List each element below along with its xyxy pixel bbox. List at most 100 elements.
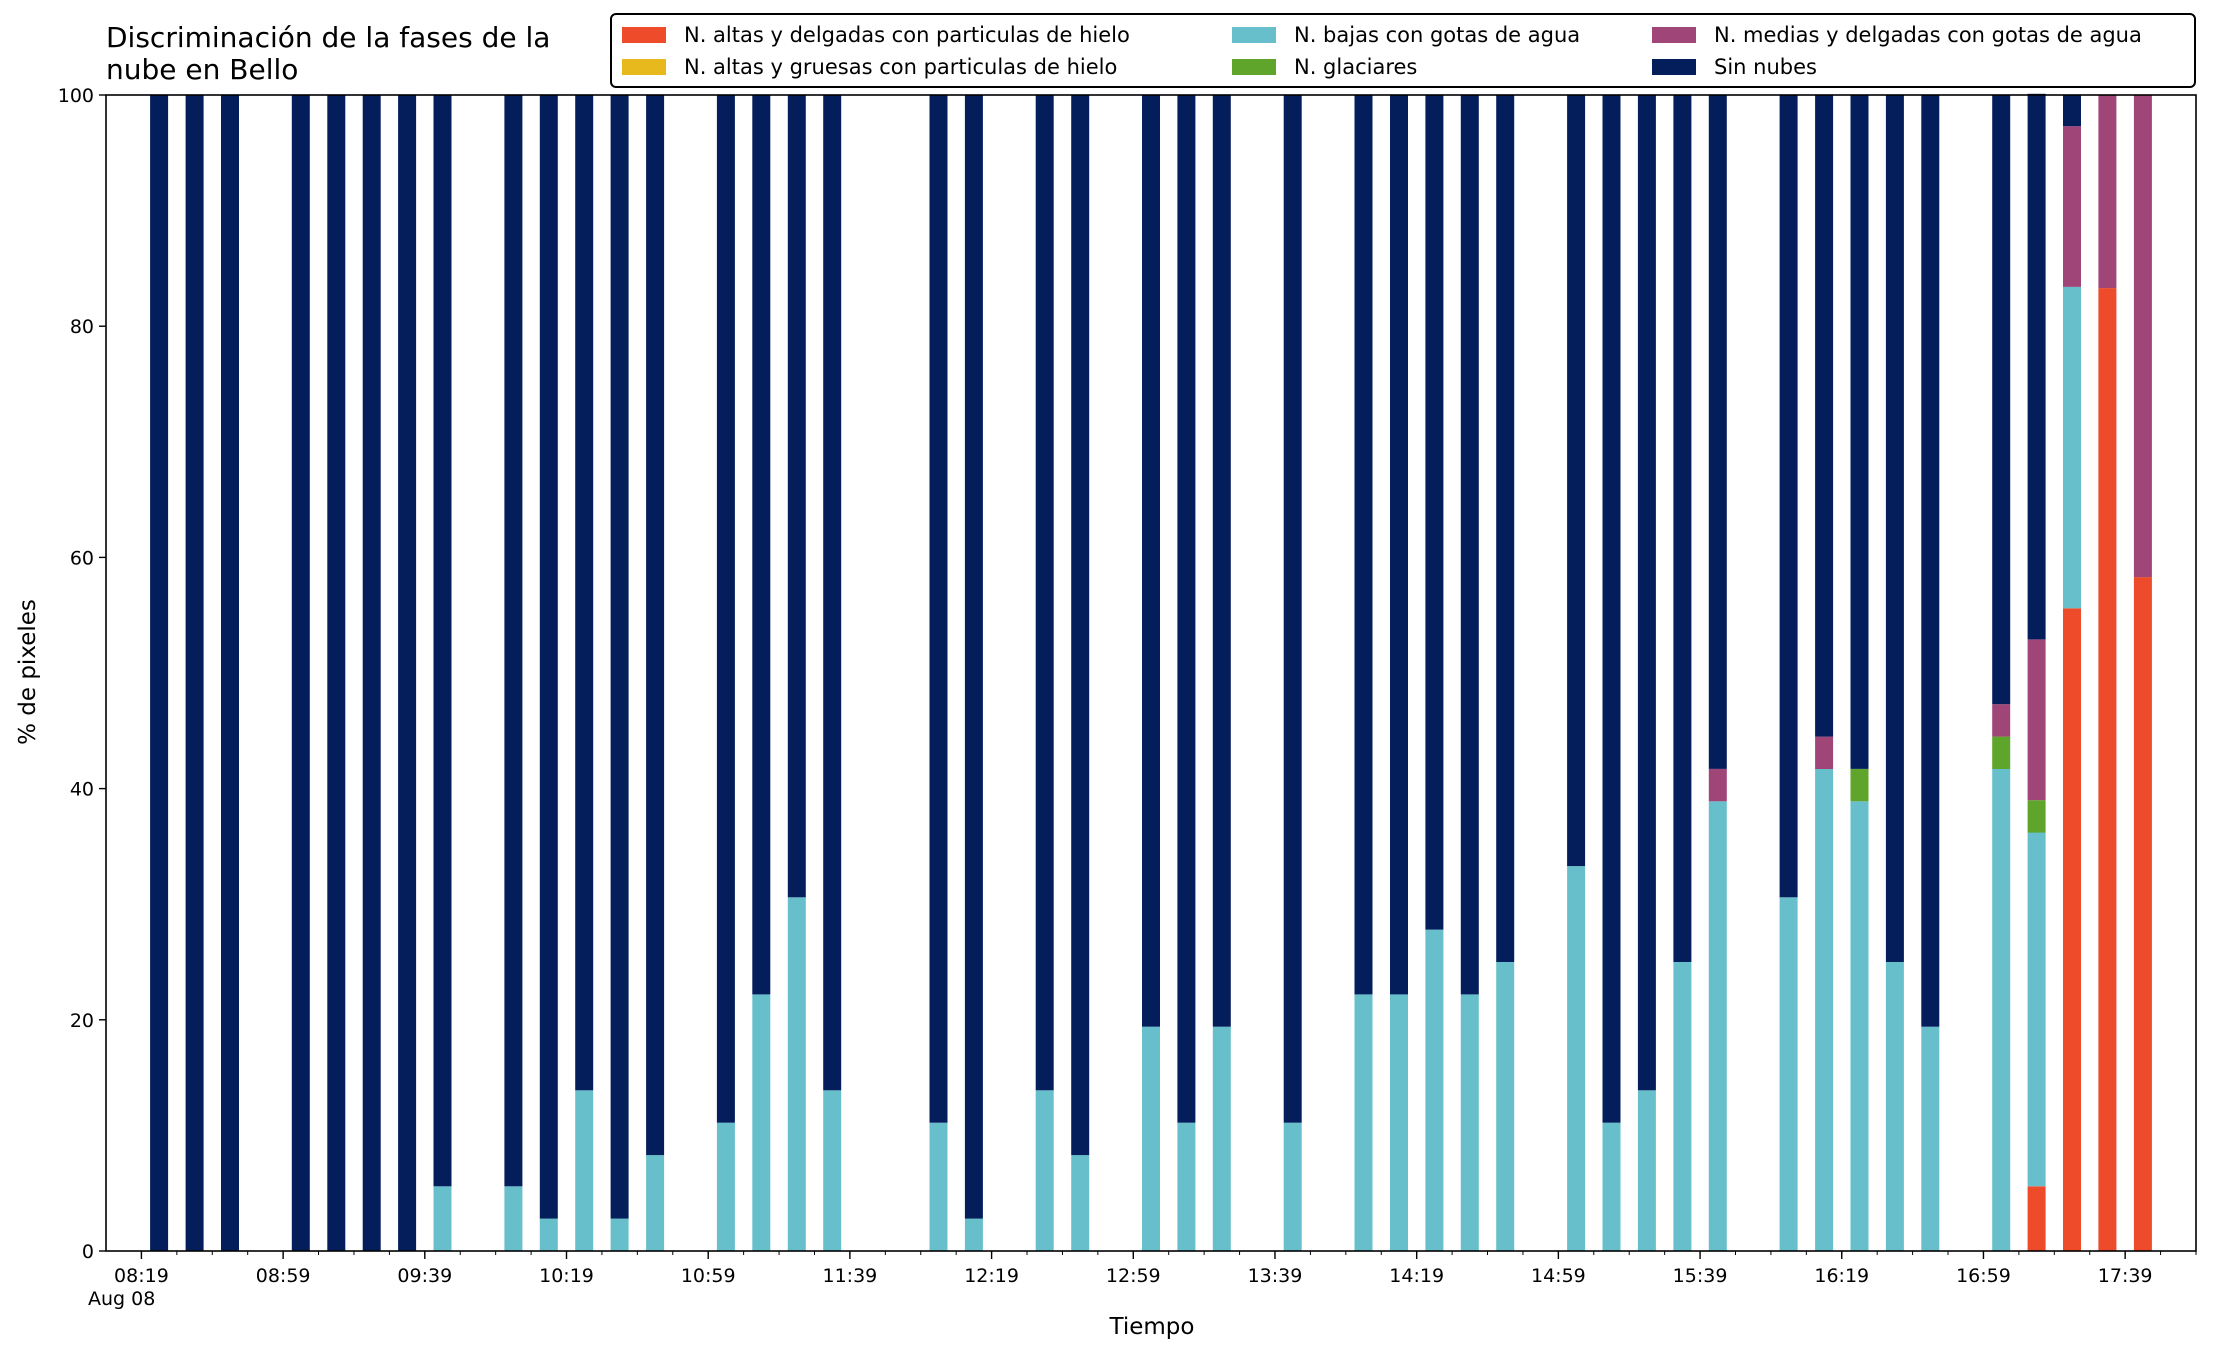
bar-segment-5 xyxy=(1921,95,1940,1027)
bar-segment-4 xyxy=(2133,95,2152,578)
bar-segment-2 xyxy=(1779,897,1798,1251)
bar-segment-2 xyxy=(610,1218,629,1251)
x-tick-label: 14:19 xyxy=(1389,1265,1444,1287)
x-tick-label: 10:59 xyxy=(681,1265,736,1287)
bar-segment-5 xyxy=(1035,95,1054,1091)
x-tick-label: 13:39 xyxy=(1248,1265,1303,1287)
bar-segment-2 xyxy=(1602,1122,1621,1251)
bar-segment-5 xyxy=(1992,95,2011,705)
y-tick-label: 80 xyxy=(70,316,94,338)
bar-segment-5 xyxy=(504,95,523,1187)
bar-segment-5 xyxy=(1460,95,1479,995)
bar-segment-4 xyxy=(2063,126,2081,287)
x-tick-label: 16:59 xyxy=(1956,1265,2011,1287)
bar-segment-3 xyxy=(1992,736,2011,769)
bar-segment-5 xyxy=(398,95,417,1251)
bar-segment-5 xyxy=(2063,95,2081,127)
x-tick-label: 16:19 xyxy=(1814,1265,1869,1287)
legend-item: N. glaciares xyxy=(1232,52,1417,82)
bar-segment-2 xyxy=(575,1090,594,1251)
legend-item: N. bajas con gotas de agua xyxy=(1232,20,1580,50)
bar-segment-5 xyxy=(1425,95,1444,930)
bar-segment-2 xyxy=(1212,1026,1231,1251)
bar-segment-2 xyxy=(1354,994,1373,1251)
bar-segment-5 xyxy=(716,95,735,1123)
x-tick-label: 10:19 xyxy=(539,1265,594,1287)
legend-item: N. altas y gruesas con particulas de hie… xyxy=(622,52,1117,82)
bar-segment-5 xyxy=(327,95,346,1251)
legend-swatch xyxy=(1232,59,1276,75)
bar-segment-5 xyxy=(823,95,842,1091)
bar-segment-2 xyxy=(1496,962,1515,1251)
bar-segment-5 xyxy=(1142,95,1160,1027)
bar-segment-5 xyxy=(1496,95,1515,962)
x-tick-label: 09:39 xyxy=(397,1265,452,1287)
x-tick-label: 17:39 xyxy=(2098,1265,2153,1287)
bar-segment-2 xyxy=(1390,994,1408,1251)
bar-segment-5 xyxy=(1177,95,1196,1123)
legend-item: N. altas y delgadas con particulas de hi… xyxy=(622,20,1130,50)
bar-segment-5 xyxy=(150,95,169,1251)
chart-title: Discriminación de la fases de la nube en… xyxy=(106,21,551,86)
legend-label: N. bajas con gotas de agua xyxy=(1294,23,1581,47)
bar-segment-2 xyxy=(1035,1090,1054,1251)
bar-segment-2 xyxy=(1071,1155,1090,1251)
x-tick-label: 14:59 xyxy=(1531,1265,1586,1287)
bar-segment-5 xyxy=(610,95,629,1219)
bar-segment-5 xyxy=(1283,95,1302,1123)
bar-segment-0 xyxy=(2098,288,2117,1252)
legend-item: Sin nubes xyxy=(1652,52,1817,82)
legend-swatch xyxy=(622,59,666,75)
bar-segment-5 xyxy=(539,95,558,1219)
legend-swatch xyxy=(1232,27,1276,43)
legend-item: N. medias y delgadas con gotas de agua xyxy=(1652,20,2142,50)
bar-segment-2 xyxy=(1177,1122,1196,1251)
legend-swatch xyxy=(622,27,666,43)
legend-label: N. altas y gruesas con particulas de hie… xyxy=(684,55,1118,79)
bar-segment-2 xyxy=(1567,866,1586,1251)
bar-segment-5 xyxy=(964,95,983,1219)
bar-segment-2 xyxy=(1708,801,1727,1251)
x-tick-label: 12:59 xyxy=(1106,1265,1161,1287)
bar-segment-2 xyxy=(504,1186,523,1251)
bar-segment-5 xyxy=(1815,95,1834,737)
bar-segment-5 xyxy=(1708,95,1727,769)
x-tick-label: 11:39 xyxy=(823,1265,878,1287)
bar-segment-5 xyxy=(787,95,806,898)
bar-segment-2 xyxy=(1673,962,1692,1251)
bar-segment-4 xyxy=(2027,639,2046,801)
chart-legend: N. altas y delgadas con particulas de hi… xyxy=(610,13,2196,88)
bar-segment-0 xyxy=(2027,1186,2046,1251)
bar-segment-2 xyxy=(1992,768,2011,1251)
y-tick-label: 20 xyxy=(70,1010,94,1032)
legend-swatch xyxy=(1652,27,1696,43)
y-tick-label: 40 xyxy=(70,779,94,801)
y-tick-label: 100 xyxy=(58,85,94,107)
bar-segment-5 xyxy=(185,95,204,1251)
bar-segment-2 xyxy=(1283,1122,1302,1251)
bar-segment-5 xyxy=(1779,95,1798,898)
bar-segment-4 xyxy=(1992,704,2011,737)
bar-segment-5 xyxy=(1354,95,1373,995)
x-tick-label: 08:59 xyxy=(256,1265,311,1287)
bar-segment-2 xyxy=(1425,929,1444,1251)
y-tick-label: 0 xyxy=(82,1241,94,1263)
bar-segment-3 xyxy=(1850,768,1869,802)
bar-segment-2 xyxy=(1460,994,1479,1251)
bar-segment-5 xyxy=(291,95,310,1251)
bar-segment-5 xyxy=(1673,95,1692,962)
bar-segment-2 xyxy=(539,1218,558,1251)
bar-segment-5 xyxy=(646,95,665,1156)
bar-segment-5 xyxy=(362,95,381,1251)
x-tick-label: 12:19 xyxy=(964,1265,1019,1287)
x-axis-date-label: Aug 08 xyxy=(88,1288,156,1310)
bar-segment-2 xyxy=(1142,1026,1160,1251)
bar-segment-2 xyxy=(716,1122,735,1251)
bar-segment-2 xyxy=(787,897,806,1251)
bar-segment-0 xyxy=(2063,608,2081,1251)
bar-segment-0 xyxy=(2133,577,2152,1251)
bar-segment-2 xyxy=(646,1155,665,1251)
bar-segment-5 xyxy=(433,95,452,1187)
bar-segment-2 xyxy=(1637,1090,1656,1251)
